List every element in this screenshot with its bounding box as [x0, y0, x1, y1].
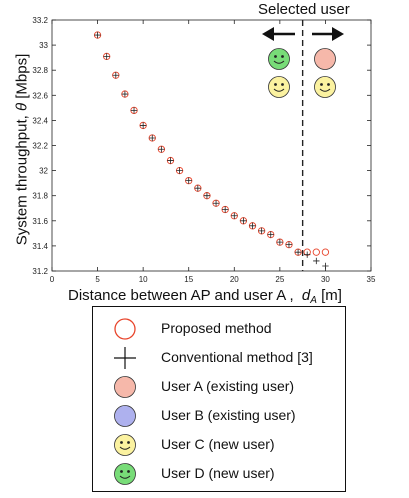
y-tick-label: 33	[39, 41, 48, 50]
x-tick-label: 25	[275, 275, 284, 284]
conventional-point	[285, 241, 293, 248]
conventional-point	[112, 72, 119, 79]
proposed-point	[321, 248, 330, 256]
conventional-point	[185, 177, 192, 184]
user-c-smiley-icon-right-mouth	[319, 88, 331, 92]
conventional-point	[313, 257, 320, 265]
user-c-smiley-icon-right	[314, 76, 336, 98]
legend-item-conventional: Conventional method [3]	[93, 346, 345, 370]
user-a-circle-icon	[314, 48, 336, 70]
user-c-smiley-icon-right-eye	[320, 83, 323, 86]
legend-item-user-c: User C (new user)	[93, 433, 345, 457]
conventional-point	[176, 167, 183, 174]
conventional-point	[294, 248, 302, 256]
x-tick-label: 5	[95, 275, 100, 284]
arrow-right-head	[332, 27, 344, 41]
user-c-smiley-icon	[114, 434, 136, 456]
y-axis-label: System throughput, θ [Mbps]	[13, 53, 31, 246]
conventional-point	[322, 262, 329, 270]
conventional-point	[212, 200, 220, 207]
legend-item-user-d: User D (new user)	[93, 462, 345, 486]
conventional-point	[203, 192, 211, 199]
user-b-circle-icon	[114, 405, 136, 427]
y-tick-label: 32.6	[32, 91, 48, 100]
legend-label: User A (existing user)	[161, 378, 295, 394]
user-c-smiley-icon	[268, 76, 290, 98]
y-tick-label: 32	[39, 167, 48, 176]
x-tick-label: 20	[230, 275, 239, 284]
x-tick-label: 10	[139, 275, 148, 284]
user-c-smiley-icon-eye	[281, 83, 284, 86]
conventional-point	[158, 146, 165, 153]
arrow-left-head	[262, 27, 274, 41]
conventional-point	[240, 217, 247, 224]
user-d-smiley-icon	[268, 48, 290, 70]
legend: Proposed method Conventional method [3] …	[92, 306, 346, 492]
user-d-smiley-icon-eye	[281, 55, 284, 58]
y-tick-label: 32.2	[32, 142, 48, 151]
conventional-point	[103, 53, 110, 60]
user-c-smiley-icon-eye	[274, 83, 277, 86]
conventional-point	[94, 31, 101, 39]
conventional-point	[258, 227, 265, 235]
conventional-point	[149, 134, 156, 142]
legend-item-proposed: Proposed method	[93, 317, 345, 341]
conventional-point	[276, 238, 284, 246]
conventional-point	[121, 90, 129, 98]
throughput-chart: 0 5 10 15 20 25 30 35 31.2 31.4 31.6 31.8 32 32.2 32.4…	[32, 16, 376, 284]
conventional-point	[231, 212, 238, 219]
conventional-point	[139, 122, 147, 129]
y-tick-label: 31.2	[32, 267, 48, 276]
proposed-point	[312, 248, 320, 256]
x-tick-label: 35	[367, 275, 376, 284]
x-tick-label: 15	[184, 275, 193, 284]
user-c-smiley-icon-mouth	[273, 88, 285, 92]
conventional-point	[167, 157, 174, 164]
legend-item-user-b: User B (existing user)	[93, 404, 345, 428]
y-tick-label: 31.8	[32, 192, 48, 201]
conventional-point	[267, 231, 274, 238]
x-tick-label: 30	[321, 275, 330, 284]
user-c-smiley-icon-right-eye	[327, 83, 330, 86]
plus-icon	[114, 347, 136, 369]
y-tick-label: 31.6	[32, 217, 48, 226]
x-axis-label: Distance between AP and user A , dA [m]	[68, 287, 342, 306]
y-tick-label: 31.4	[32, 242, 48, 251]
legend-label: User B (existing user)	[161, 407, 296, 423]
legend-label: User D (new user)	[161, 465, 275, 481]
legend-label: Proposed method	[161, 320, 272, 336]
legend-label: Conventional method [3]	[161, 349, 313, 365]
legend-label: User C (new user)	[161, 436, 275, 452]
user-d-smiley-icon-mouth	[273, 60, 285, 64]
x-tick-label: 0	[50, 275, 55, 284]
open-circle-icon	[114, 318, 136, 340]
conventional-point	[194, 184, 202, 192]
y-tick-label: 33.2	[32, 16, 48, 25]
conventional-point	[304, 251, 311, 258]
y-tick-label: 32.4	[32, 116, 48, 125]
conventional-point	[221, 206, 229, 213]
legend-item-user-a: User A (existing user)	[93, 375, 345, 399]
user-d-smiley-icon	[114, 463, 136, 485]
y-tick-label: 32.8	[32, 66, 48, 75]
user-d-smiley-icon-eye	[274, 55, 277, 58]
conventional-point	[130, 107, 138, 114]
user-a-circle-icon	[114, 376, 136, 398]
selected-user-label: Selected user	[258, 1, 350, 18]
conventional-point	[249, 222, 256, 230]
